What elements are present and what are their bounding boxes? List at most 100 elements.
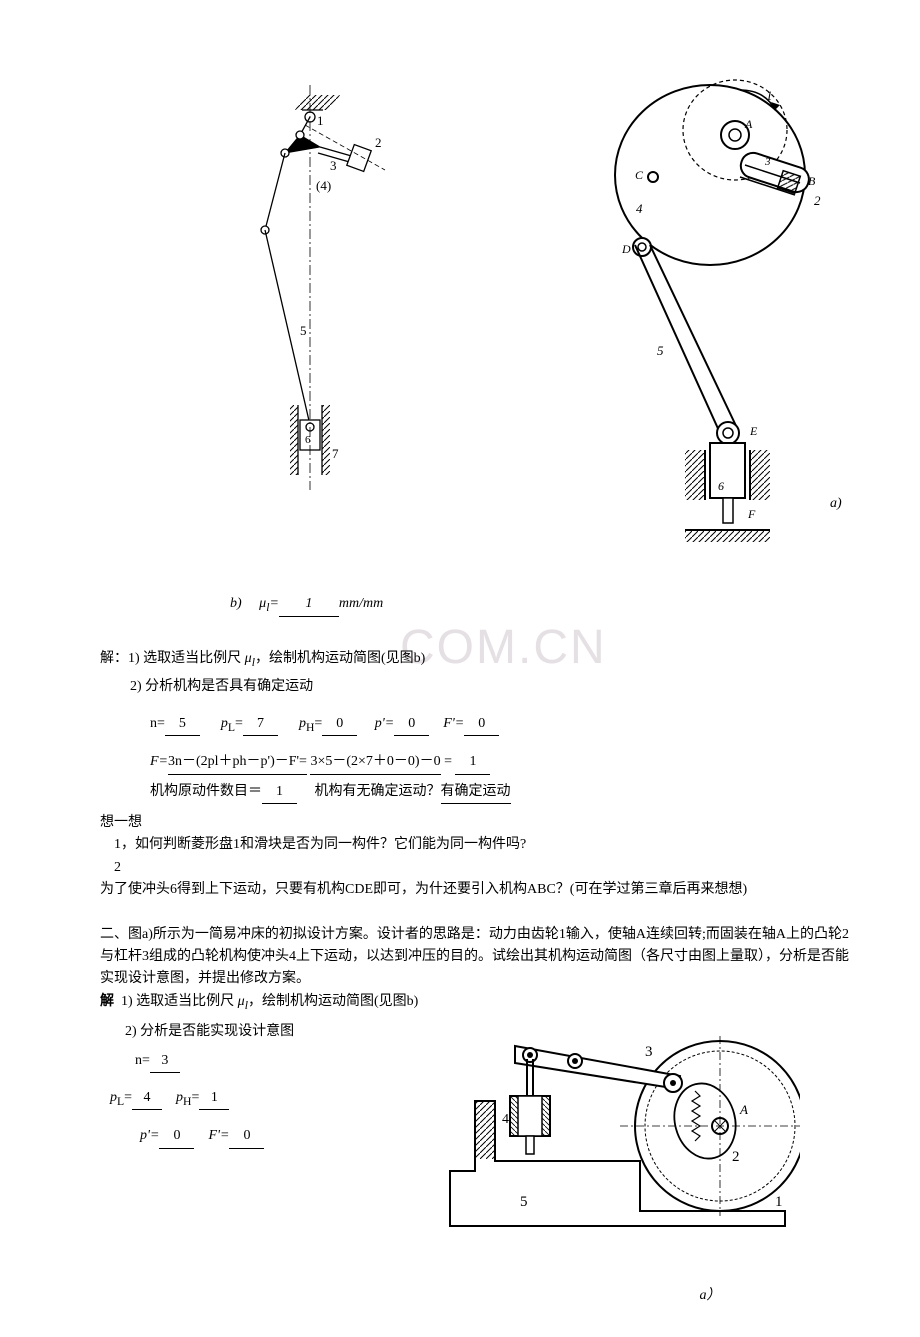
Fp-val: 0 xyxy=(464,713,499,736)
p2-sol2: 2) 分析是否能实现设计意图 xyxy=(125,1021,380,1043)
p2-pL-val: 4 xyxy=(132,1087,162,1110)
pL-eq: = xyxy=(235,716,243,731)
think-section: 想一想 1，如何判断菱形盘1和滑块是否为同一构件？它们能为同一构件吗? 2 为了… xyxy=(100,812,850,902)
figure-a2-caption: a） xyxy=(620,1285,800,1307)
svg-text:A: A xyxy=(744,117,753,131)
svg-text:A: A xyxy=(739,1102,748,1117)
driver-label: 机构原动件数目＝ xyxy=(150,784,262,799)
svg-text:2: 2 xyxy=(814,193,821,208)
pH-label: p xyxy=(299,716,306,731)
svg-text:(4): (4) xyxy=(316,178,331,193)
svg-text:C: C xyxy=(635,168,644,182)
figure-b-svg: 1 2 3 (4) 5 6 7 xyxy=(210,75,410,515)
think-q2-num: 2 xyxy=(114,857,850,879)
solution1: 解：1) 选取适当比例尺 μl，绘制机构运动简图(见图b) 2) 分析机构是否具… xyxy=(100,648,850,804)
svg-text:2: 2 xyxy=(732,1149,740,1165)
figure-a-svg: 1 A 2 B 3 C 4 D 5 E 6 F a) xyxy=(590,75,850,545)
svg-text:6: 6 xyxy=(718,479,724,493)
p2-pL-label: p xyxy=(110,1090,117,1105)
p2-Fp-label: F'= xyxy=(208,1128,229,1143)
svg-text:1: 1 xyxy=(775,1194,783,1210)
problem2-intro: 二、图a)所示为一简易冲床的初拟设计方案。设计者的思路是：动力由齿轮1输入，使轴… xyxy=(100,924,850,991)
motion-label: 机构有无确定运动？ xyxy=(315,784,441,799)
p2-Fp-val: 0 xyxy=(229,1125,264,1148)
Fp-label: F'= xyxy=(443,716,464,731)
p2-n-val: 3 xyxy=(150,1050,180,1073)
svg-text:4: 4 xyxy=(502,1112,509,1127)
svg-text:a): a) xyxy=(830,496,842,511)
n-label: n= xyxy=(150,716,165,731)
figures-row-1: 1 2 3 (4) 5 6 7 xyxy=(100,75,850,553)
sol1-F-row: F=3n－(2pl＋ph－p')－F'= 3×5－(2×7＋0－0)－0 = 1 xyxy=(150,751,850,774)
svg-text:D: D xyxy=(621,242,631,256)
pL-label: p xyxy=(221,716,228,731)
pH-eq: = xyxy=(314,716,322,731)
F-result: 1 xyxy=(455,751,490,774)
p-val: 0 xyxy=(394,713,429,736)
caption-eq: = xyxy=(269,596,278,611)
motion-val: 有确定运动 xyxy=(441,781,511,804)
svg-text:F: F xyxy=(747,507,756,521)
p2-sol1: 1) 选取适当比例尺 xyxy=(121,994,234,1009)
driver-val: 1 xyxy=(262,781,297,804)
p2-suffix: ，绘制机构运动简图(见图b) xyxy=(248,994,418,1009)
svg-text:2: 2 xyxy=(375,135,382,150)
pL-sub: L xyxy=(228,721,235,734)
F-label: F= xyxy=(150,754,168,769)
problem2: 二、图a)所示为一简易冲床的初拟设计方案。设计者的思路是：动力由齿轮1输入，使轴… xyxy=(100,924,850,1307)
svg-text:3: 3 xyxy=(330,158,337,173)
p2-p-label: p'= xyxy=(140,1128,159,1143)
sol1-line1: 解：1) 选取适当比例尺 μl，绘制机构运动简图(见图b) xyxy=(100,648,850,672)
caption-unit: mm/mm xyxy=(339,596,383,611)
sol1-suffix: ，绘制机构运动简图(见图b) xyxy=(255,651,425,666)
svg-text:6: 6 xyxy=(305,434,311,446)
sol1-line2: 2) 分析机构是否具有确定运动 xyxy=(130,676,850,698)
svg-text:5: 5 xyxy=(300,323,307,338)
pH-val: 0 xyxy=(322,713,357,736)
p2-pL-row: pL=4 pH=1 xyxy=(110,1087,380,1111)
sol1-driver-row: 机构原动件数目＝1 机构有无确定运动？有确定运动 xyxy=(150,781,850,804)
p2-pH-label: p xyxy=(176,1090,183,1105)
svg-text:1: 1 xyxy=(317,113,324,128)
sol1-l1-prefix: 解：1) 选取适当比例尺 xyxy=(100,651,241,666)
F-formula: 3n－(2pl＋ph－p')－F'= xyxy=(168,751,307,774)
figure-a2-container: 1 2 3 4 5 A a） xyxy=(420,1021,800,1307)
svg-text:3: 3 xyxy=(645,1044,653,1060)
p2-pH-val: 1 xyxy=(199,1087,229,1110)
svg-text:B: B xyxy=(808,174,816,188)
svg-text:3: 3 xyxy=(764,156,771,168)
n-val: 5 xyxy=(165,713,200,736)
svg-text:7: 7 xyxy=(332,446,339,461)
sol1-mu: μ xyxy=(245,651,252,666)
p2-p-row: p'=0 F'=0 xyxy=(140,1125,380,1148)
p-label: p'= xyxy=(375,716,394,731)
svg-text:E: E xyxy=(749,424,758,438)
figure-a2-svg: 1 2 3 4 5 A xyxy=(420,1021,800,1271)
caption-b-prefix: b) xyxy=(230,596,242,611)
caption-val: 1 xyxy=(279,593,339,616)
svg-text:1: 1 xyxy=(766,88,773,103)
p2-pH-eq: = xyxy=(191,1090,199,1105)
problem2-sol1: 解 1) 选取适当比例尺 μl，绘制机构运动简图(见图b) xyxy=(100,991,850,1015)
p2-n-row: n=3 xyxy=(135,1050,380,1073)
figure-b-caption: b) μl=1mm/mm xyxy=(230,593,850,617)
problem2-row: 2) 分析是否能实现设计意图 n=3 pL=4 pH=1 p'=0 F'=0 xyxy=(100,1021,850,1307)
p2-mu: μ xyxy=(238,994,245,1009)
sol1-param-row: n=5 pL=7 pH=0 p'=0 F'=0 xyxy=(150,713,850,737)
svg-text:4: 4 xyxy=(636,201,643,216)
think-title: 想一想 xyxy=(100,812,850,834)
svg-text:5: 5 xyxy=(520,1194,528,1210)
figure-a-container: 1 A 2 B 3 C 4 D 5 E 6 F a) xyxy=(590,75,850,553)
svg-text:5: 5 xyxy=(657,343,664,358)
F-eq: = xyxy=(444,754,452,769)
pL-val: 7 xyxy=(243,713,278,736)
think-q1: 1，如何判断菱形盘1和滑块是否为同一构件？它们能为同一构件吗? xyxy=(114,834,850,856)
p2-p-val: 0 xyxy=(159,1125,194,1148)
F-expr: 3×5－(2×7＋0－0)－0 xyxy=(310,751,440,774)
p2-pL-eq: = xyxy=(124,1090,132,1105)
sol-label: 解 xyxy=(100,994,114,1009)
think-q2-text: 为了使冲头6得到上下运动，只要有机构CDE即可，为什还要引入机构ABC？(可在学… xyxy=(100,879,850,901)
problem2-text-col: 2) 分析是否能实现设计意图 n=3 pL=4 pH=1 p'=0 F'=0 xyxy=(100,1021,380,1149)
figure-b-container: 1 2 3 (4) 5 6 7 xyxy=(210,75,410,523)
p2-n-label: n= xyxy=(135,1053,150,1068)
